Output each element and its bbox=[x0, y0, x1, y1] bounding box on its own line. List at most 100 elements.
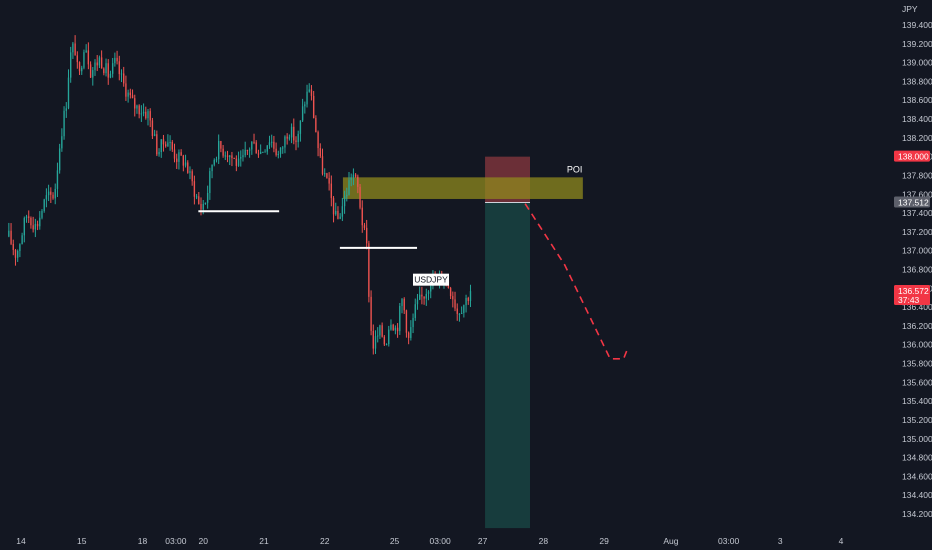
candle bbox=[321, 148, 324, 176]
candle bbox=[412, 313, 414, 334]
candle bbox=[89, 61, 92, 78]
candle bbox=[100, 50, 103, 69]
candle bbox=[74, 35, 76, 56]
y-tick-label: 136.800 bbox=[902, 265, 932, 275]
candle bbox=[363, 222, 366, 231]
candle bbox=[193, 175, 196, 205]
candle bbox=[198, 191, 200, 205]
candle bbox=[127, 89, 129, 103]
y-tick-label: 139.000 bbox=[902, 58, 932, 68]
y-tick-label: 136.400 bbox=[902, 302, 932, 312]
candle bbox=[158, 148, 160, 157]
candle bbox=[388, 325, 390, 347]
candle bbox=[36, 220, 39, 231]
x-tick-label: 03:00 bbox=[165, 536, 187, 546]
candle bbox=[268, 135, 271, 149]
x-tick-label: 15 bbox=[77, 536, 87, 546]
candle bbox=[43, 198, 45, 213]
candle bbox=[399, 303, 401, 335]
candle bbox=[189, 166, 191, 180]
candle bbox=[237, 151, 240, 167]
candle bbox=[41, 209, 43, 220]
y-tick-label: 135.200 bbox=[902, 415, 932, 425]
candle bbox=[339, 213, 341, 220]
candle bbox=[153, 129, 156, 137]
candle bbox=[396, 323, 399, 338]
candle bbox=[224, 151, 226, 160]
candle bbox=[288, 134, 291, 141]
candle bbox=[231, 151, 233, 167]
x-tick-label: 03:00 bbox=[429, 536, 451, 546]
candle bbox=[317, 130, 319, 157]
candle bbox=[425, 288, 427, 306]
candle bbox=[304, 101, 306, 114]
candle bbox=[458, 313, 461, 322]
candle bbox=[370, 290, 372, 336]
candle bbox=[299, 120, 302, 142]
y-tick-label: 134.400 bbox=[902, 490, 932, 500]
candle bbox=[465, 294, 467, 313]
candle bbox=[264, 149, 266, 153]
candle bbox=[136, 104, 138, 114]
y-tick-label: 137.000 bbox=[902, 246, 932, 256]
candle bbox=[319, 143, 321, 158]
candle bbox=[377, 327, 379, 343]
candle bbox=[45, 188, 48, 208]
y-tick-label: 135.600 bbox=[902, 377, 932, 387]
candle bbox=[220, 140, 222, 153]
candle bbox=[297, 130, 299, 148]
candle bbox=[134, 94, 136, 117]
candle bbox=[348, 172, 350, 196]
x-tick-label: 29 bbox=[599, 536, 609, 546]
candle bbox=[23, 216, 25, 243]
candle bbox=[315, 115, 317, 133]
candle bbox=[456, 303, 458, 321]
candle bbox=[401, 298, 403, 314]
candle bbox=[70, 46, 72, 83]
svg-text:136.572: 136.572 bbox=[898, 286, 929, 296]
x-tick-label: 27 bbox=[478, 536, 488, 546]
candle bbox=[430, 285, 432, 299]
candle bbox=[286, 133, 288, 145]
candle bbox=[346, 187, 348, 202]
candle bbox=[368, 240, 370, 303]
candle bbox=[242, 149, 244, 162]
candle bbox=[176, 153, 178, 169]
candle bbox=[30, 216, 32, 229]
candle bbox=[107, 59, 109, 85]
candle bbox=[78, 61, 81, 75]
candle bbox=[229, 155, 231, 166]
candle bbox=[271, 134, 273, 148]
poi-zone bbox=[342, 177, 583, 199]
x-tick-label: Aug bbox=[663, 536, 678, 546]
candle bbox=[87, 42, 90, 70]
candle bbox=[17, 249, 19, 262]
time-axis[interactable]: 14 15 18 03:00 20 21 22 25 03:00 27 28 29 Aug 03:00 3 4 bbox=[16, 536, 843, 546]
candle bbox=[109, 70, 112, 79]
candle bbox=[222, 145, 224, 158]
candle bbox=[118, 55, 120, 81]
y-tick-label: 139.400 bbox=[902, 20, 932, 30]
candle bbox=[357, 174, 359, 194]
candle bbox=[65, 102, 67, 118]
candle bbox=[251, 141, 253, 155]
x-tick-label: 14 bbox=[16, 536, 26, 546]
candle bbox=[209, 167, 211, 200]
candle bbox=[240, 150, 242, 167]
candle bbox=[226, 150, 229, 163]
target-zone bbox=[485, 202, 531, 529]
candle bbox=[94, 59, 96, 76]
candle bbox=[452, 291, 454, 308]
candle bbox=[257, 149, 260, 158]
y-tick-label: 138.600 bbox=[902, 95, 932, 105]
y-tick-label: 136.200 bbox=[902, 321, 932, 331]
price-axis[interactable]: JPY 134.200 134.400 134.600 134.800 135.000 1… bbox=[902, 4, 932, 519]
candle bbox=[407, 331, 410, 345]
candle bbox=[123, 66, 125, 87]
candle bbox=[81, 65, 83, 75]
candle bbox=[379, 324, 381, 340]
y-tick-label: 138.400 bbox=[902, 114, 932, 124]
candle bbox=[213, 158, 215, 167]
